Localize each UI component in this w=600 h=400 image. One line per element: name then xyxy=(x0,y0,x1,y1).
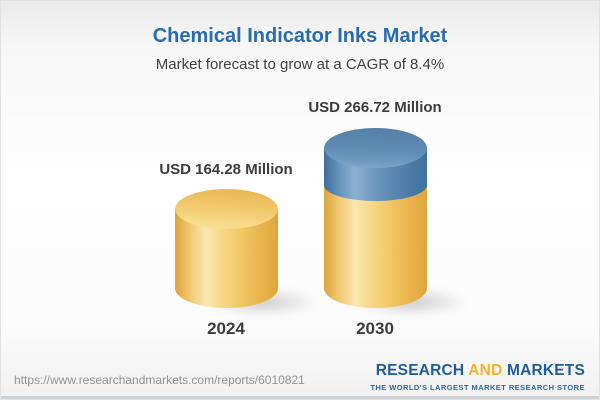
value-label-2024: USD 164.28 Million xyxy=(159,161,293,178)
axis-label-2024: 2024 xyxy=(207,319,245,338)
bottom-border-strip xyxy=(1,396,599,399)
chart-title: Chemical Indicator Inks Market xyxy=(152,25,448,47)
logo-word-research: RESEARCH xyxy=(375,362,465,379)
logo-word-and: AND xyxy=(468,362,503,379)
logo-tagline: THE WORLD'S LARGEST MARKET RESEARCH STOR… xyxy=(370,383,585,392)
logo-word-markets: MARKETS xyxy=(506,362,585,379)
cylinder-2030-cap xyxy=(324,128,427,168)
value-label-2030: USD 266.72 Million xyxy=(308,99,442,116)
chart-subtitle: Market forecast to grow at a CAGR of 8.4… xyxy=(155,56,445,73)
cylinder-2024 xyxy=(175,189,278,308)
report-url: https://www.researchandmarkets.com/repor… xyxy=(14,373,305,387)
cylinder-2030-lower-segment xyxy=(324,184,427,308)
axis-label-2030: 2030 xyxy=(356,319,394,338)
cylinder-2024-cap xyxy=(175,189,278,229)
logo-wordmark: RESEARCH AND MARKETS xyxy=(370,362,585,380)
research-and-markets-logo: RESEARCH AND MARKETS THE WORLD'S LARGEST… xyxy=(370,362,585,392)
cylinder-2030 xyxy=(324,128,427,308)
